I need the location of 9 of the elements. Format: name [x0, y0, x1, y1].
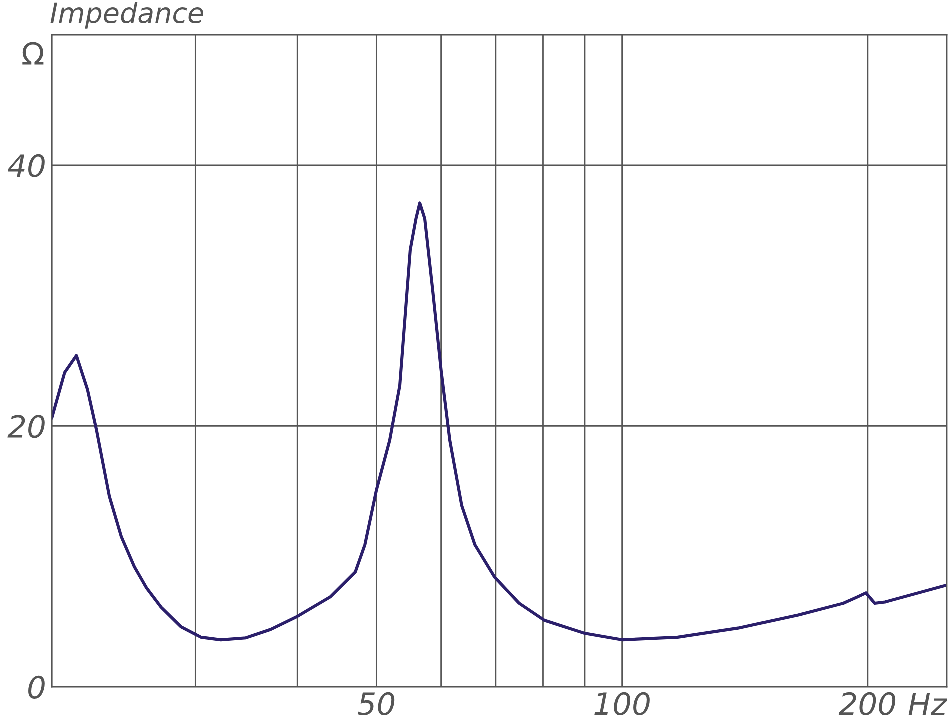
chart-title: Impedance: [50, 2, 204, 29]
y-axis-title: Ω: [22, 42, 44, 65]
y-tick-label: 0: [28, 676, 45, 700]
x-tick-label: 50: [358, 692, 395, 716]
y-tick-label: 20: [8, 415, 45, 438]
x-axis-title: Hz: [908, 693, 948, 716]
x-tick-label: 100: [594, 692, 650, 716]
y-tick-label: 40: [8, 154, 45, 178]
x-tick-label: 200: [838, 692, 896, 716]
